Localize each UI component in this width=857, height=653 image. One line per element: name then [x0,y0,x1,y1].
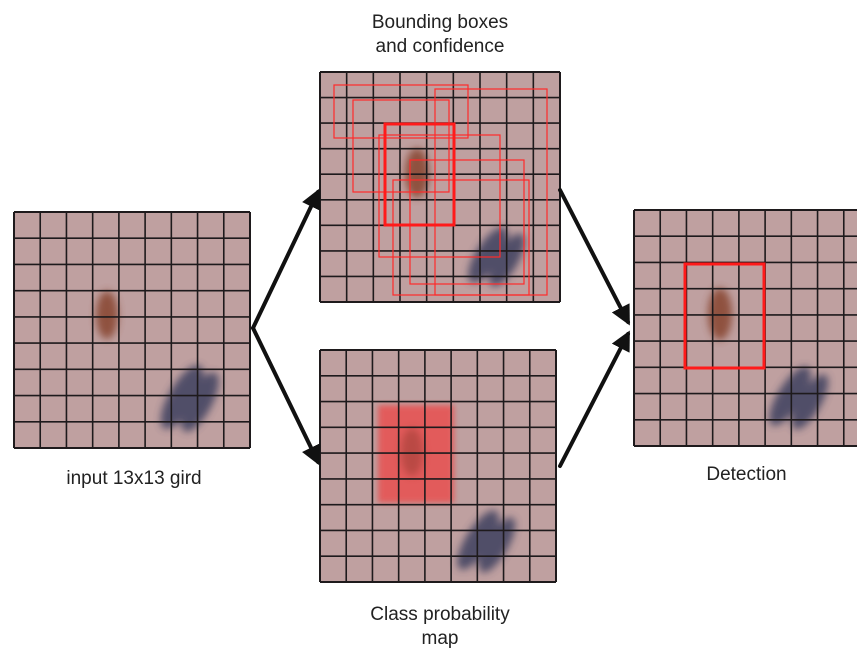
candidate-boxes [333,84,548,296]
class-prob-caption: Class probability map [320,603,560,651]
detection-caption: Detection [636,463,857,487]
class-prob-caption-line-1: Class probability [370,604,510,625]
bbox-object-brown [405,148,429,198]
input-caption-text: input 13x13 gird [66,468,202,489]
candidate-box-1 [333,84,469,139]
arrow-class-prob-to-detection [558,330,630,468]
arrows [251,188,630,468]
candidate-box-6 [392,179,530,296]
input-object-brown [96,291,118,339]
detection-object-blue [769,366,829,430]
detection-box [683,262,766,370]
arrow-to-bbox [251,188,321,330]
detection-caption-text: Detection [706,464,787,485]
bbox-grid-panel [319,71,561,303]
detection-grid-lines [633,209,857,447]
arrow-to-class-prob [251,326,321,466]
bbox-caption-line-2: and confidence [375,36,505,57]
candidate-box-3 [378,134,501,258]
class-prob-caption-line-2: map [421,628,459,649]
bbox-grid-lines [319,71,561,303]
selected-box [383,122,456,227]
detection-grid-panel [633,209,857,447]
input-grid-background [14,212,250,448]
candidate-box-4 [409,159,525,285]
class-prob-grid-lines [319,349,557,583]
detection-object-brown [708,288,732,340]
input-grid-panel [13,211,251,449]
class-prob-grid-panel [319,349,557,583]
detection-grid-background [634,210,857,446]
bbox-caption: Bounding boxes and confidence [320,11,560,59]
bbox-caption-line-1: Bounding boxes [371,12,509,33]
candidate-box-2 [352,99,450,193]
bbox-grid-background [320,72,560,302]
input-caption: input 13x13 gird [18,467,250,491]
class-prob-object-brown [401,428,423,476]
arrow-bbox-to-detection [558,188,630,326]
input-grid-lines [13,211,251,449]
